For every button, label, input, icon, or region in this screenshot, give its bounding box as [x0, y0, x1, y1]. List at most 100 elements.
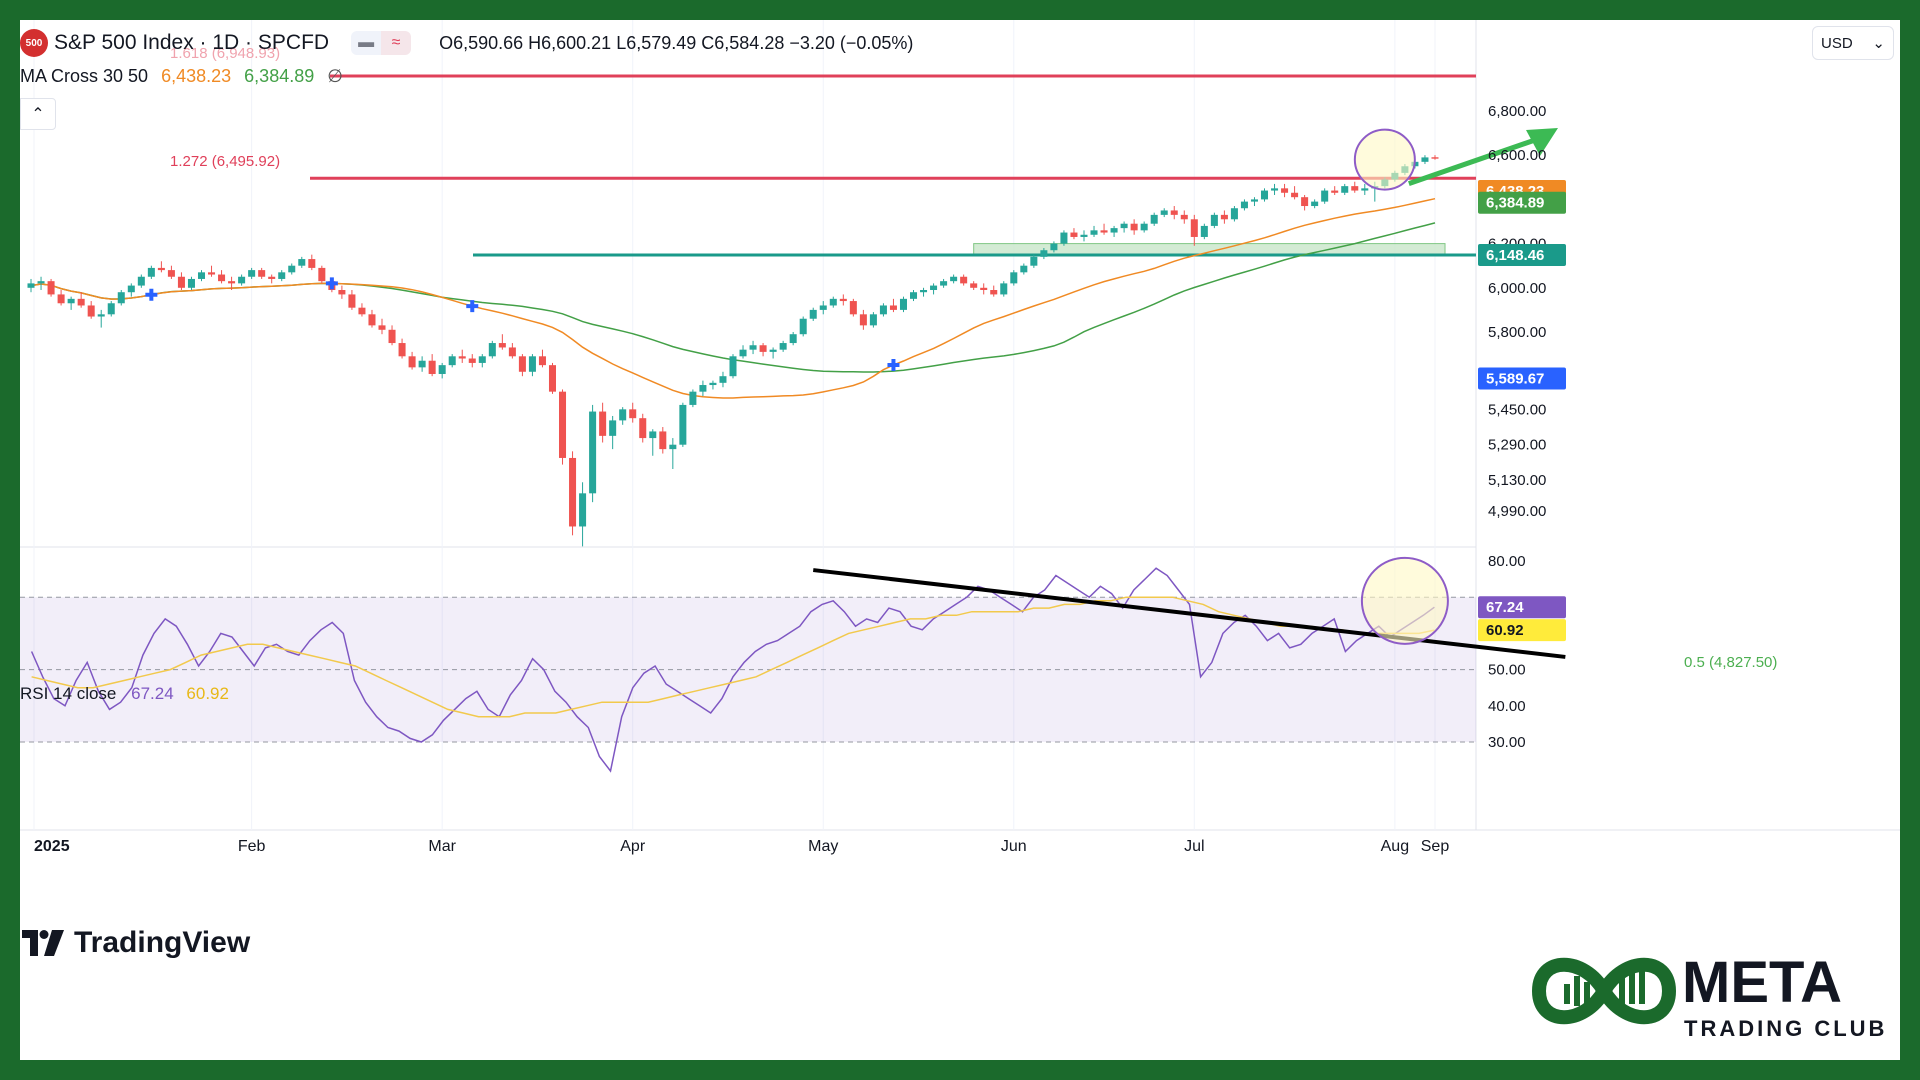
rsi-value: 67.24	[131, 684, 174, 703]
candle-body	[930, 285, 938, 291]
candle-body	[538, 356, 546, 366]
candle-body	[488, 343, 496, 357]
collapse-legend-button[interactable]: ⌃	[20, 98, 56, 130]
candle-body	[127, 285, 135, 293]
time-tick-label: Apr	[620, 838, 646, 855]
candle-body	[1281, 188, 1289, 193]
ohlc-readout: O6,590.66 H6,600.21 L6,579.49 C6,584.28 …	[439, 32, 914, 53]
price-tick-label: 5,450.00	[1488, 401, 1546, 418]
bullish-arrow	[1408, 137, 1536, 186]
minus-icon[interactable]: ▬	[351, 31, 382, 55]
candle-body	[1010, 272, 1018, 284]
candle-body	[799, 318, 807, 335]
rsi-ma-badge-label: 60.92	[1486, 622, 1524, 639]
ma-fast-line	[30, 197, 1436, 399]
symbol-title[interactable]: S&P 500 Index · 1D · SPCFD	[54, 31, 330, 54]
tradingview-logo: TradingView	[22, 926, 250, 960]
candle-body	[378, 325, 386, 330]
candle-body	[1050, 243, 1058, 251]
candle-body	[719, 376, 727, 383]
candle-body	[709, 382, 717, 386]
candle-body	[1170, 210, 1178, 215]
candle-body	[980, 287, 988, 291]
meta-title: META	[1682, 950, 1842, 1015]
ma-flag: ∅	[327, 66, 343, 86]
candle-body	[1431, 157, 1439, 159]
candle-body	[1110, 228, 1118, 233]
candle-body	[1321, 190, 1329, 202]
price-highlight-circle	[1353, 128, 1416, 191]
candle-body	[388, 329, 396, 344]
rsi-tick-label: 80.00	[1488, 553, 1526, 570]
fib-level-label: 1.618 (6,948.93)	[170, 45, 280, 62]
candle-body	[829, 298, 837, 306]
candle-body	[1260, 190, 1269, 200]
candle-body	[879, 305, 887, 315]
price-tick-label: 6,000.00	[1488, 280, 1546, 297]
candle-body	[258, 270, 266, 277]
rsi-trendline	[812, 568, 1566, 659]
candle-body	[839, 298, 847, 302]
rsi-legend[interactable]: RSI 14 close 67.24 60.92	[20, 684, 229, 704]
tradingview-wordmark: TradingView	[74, 926, 251, 959]
time-axis: 2025 Feb Mar Apr May Jun Jul Aug Sep	[34, 838, 1449, 855]
price-tick-label: 4,990.00	[1488, 503, 1546, 520]
price-tick-label: 5,130.00	[1488, 472, 1546, 489]
candle-body	[177, 276, 185, 288]
symbol-header: 500 S&P 500 Index · 1D · SPCFD ▬ ≈ O6,59…	[20, 28, 913, 58]
candle-body	[27, 283, 35, 288]
chevron-up-icon: ⌃	[31, 106, 45, 123]
arrow-head-icon	[1526, 128, 1558, 156]
currency-select[interactable]: USD ⌄	[1812, 26, 1894, 60]
chart-style-toggle[interactable]: ▬ ≈	[351, 31, 412, 55]
rsi-ma-value: 60.92	[186, 684, 229, 703]
candle-body	[167, 270, 175, 277]
candle-body	[1190, 219, 1198, 237]
candle-body	[779, 343, 787, 350]
price-tick-label: 6,600.00	[1488, 147, 1546, 164]
candle-body	[548, 365, 556, 392]
candle-body	[418, 360, 426, 368]
candle-body	[1160, 210, 1168, 215]
price-chart[interactable]: 1.618 (6,948.93) 1.272 (6,495.92) 0.5 (4,8…	[20, 20, 1900, 1060]
annotation-layer	[1353, 128, 1558, 191]
wave-icon[interactable]: ≈	[381, 31, 412, 55]
candle-body	[268, 276, 276, 279]
candle-body	[518, 356, 526, 372]
price-badge-label: 6,148.46	[1486, 247, 1544, 264]
candle-body	[318, 267, 326, 282]
candle-body	[438, 365, 446, 374]
rsi-band-fill	[20, 597, 1476, 742]
ma-legend[interactable]: MA Cross 30 50 6,438.23 6,384.89 ∅	[20, 66, 343, 87]
time-tick-label: Mar	[428, 838, 456, 855]
candle-body	[1361, 188, 1369, 191]
rsi-ma-line	[31, 596, 1435, 718]
candle-body	[208, 272, 216, 275]
time-tick-label: Sep	[1421, 838, 1450, 855]
candle-body	[1130, 223, 1138, 231]
rsi-ma-badge	[1478, 619, 1566, 642]
price-axis: 4,990.00 5,130.00 5,290.00 5,450.00 5,800.00…	[1488, 103, 1546, 520]
candle-body	[288, 265, 296, 273]
candle-body	[789, 334, 797, 344]
time-tick-label: Jul	[1184, 838, 1204, 855]
candle-body	[107, 303, 115, 315]
candle-body	[1220, 214, 1228, 220]
time-tick-label: May	[808, 838, 838, 855]
candle-body	[157, 267, 165, 271]
candle-body	[809, 309, 817, 319]
fib-level-label: 1.272 (6,495.92)	[170, 153, 280, 170]
candle-body	[950, 276, 958, 282]
candle-body	[819, 305, 827, 310]
candle-body	[1100, 230, 1108, 233]
candle-body	[448, 356, 456, 366]
candle-body	[1020, 265, 1028, 273]
price-badge-label: 5,589.67	[1486, 370, 1544, 387]
candle-body	[649, 431, 657, 439]
candle-body	[47, 281, 55, 295]
ma-fast-value: 6,438.23	[161, 66, 232, 86]
rsi-badge	[1478, 596, 1566, 619]
candle-body	[1000, 283, 1008, 295]
candle-body	[228, 281, 236, 284]
candle-body	[1250, 199, 1258, 202]
